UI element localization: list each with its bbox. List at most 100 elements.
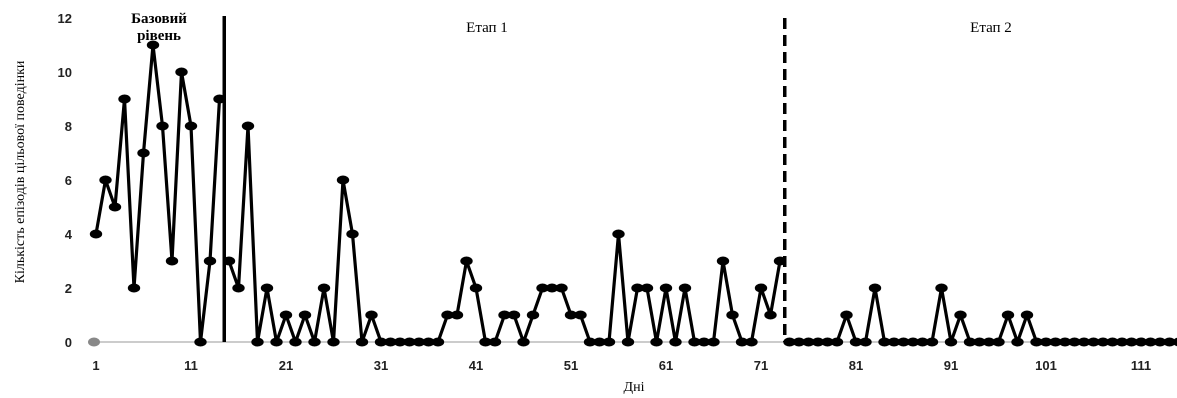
phase-label-baseline-line2: рівень (137, 28, 181, 44)
data-point (165, 256, 179, 266)
x-tick-label: 11 (184, 358, 198, 373)
data-point (374, 337, 388, 347)
data-point (403, 337, 416, 347)
data-point (1068, 337, 1081, 347)
y-tick-label: 6 (65, 173, 72, 188)
data-point (954, 310, 967, 320)
phase-label-stage-2: Етап 2 (970, 20, 1012, 36)
data-point (108, 202, 122, 212)
data-point (963, 337, 977, 347)
data-point (716, 256, 730, 266)
x-tick-label: 41 (469, 358, 483, 373)
data-point (384, 337, 397, 347)
data-point (659, 283, 673, 293)
data-point (574, 310, 587, 320)
data-point (849, 337, 863, 347)
data-point (146, 40, 160, 50)
data-point (1077, 337, 1091, 347)
data-point (317, 283, 331, 293)
x-tick-label: 51 (564, 358, 578, 373)
y-tick-label: 4 (65, 227, 73, 242)
data-point (127, 283, 141, 293)
data-point (507, 310, 521, 320)
x-tick-label: 101 (1035, 358, 1057, 373)
data-point (688, 337, 701, 347)
x-tick-label: 111 (1131, 358, 1151, 373)
data-point (602, 337, 616, 347)
x-tick-label: 91 (944, 358, 958, 373)
data-point (526, 310, 540, 320)
y-tick-label: 8 (65, 119, 72, 134)
data-point (431, 337, 445, 347)
data-point (251, 337, 264, 347)
data-point (811, 337, 825, 347)
data-point (830, 337, 844, 347)
data-point (308, 337, 321, 347)
data-point (365, 310, 378, 320)
data-point (887, 337, 901, 347)
data-point (1039, 337, 1053, 347)
y-tick-label: 12 (58, 11, 72, 26)
data-point (1001, 310, 1015, 320)
data-point (1134, 337, 1148, 347)
data-point (1125, 337, 1138, 347)
data-point (1020, 310, 1034, 320)
series-1-line (94, 43, 222, 344)
data-point (241, 121, 255, 131)
data-point (156, 121, 169, 131)
data-point (564, 310, 578, 320)
data-point (194, 337, 207, 347)
data-point (536, 283, 549, 293)
data-point (498, 310, 511, 320)
data-point (593, 337, 606, 347)
data-point (203, 256, 217, 266)
y-tick-label: 2 (65, 281, 72, 296)
data-point (745, 337, 758, 347)
data-point (802, 337, 815, 347)
x-tick-label: 61 (659, 358, 673, 373)
data-point (298, 310, 312, 320)
data-point (1172, 337, 1177, 347)
series-2-line (227, 124, 782, 344)
data-point (355, 337, 369, 347)
data-point (213, 94, 226, 104)
data-point (99, 175, 112, 185)
data-point (1153, 337, 1167, 347)
data-point (1106, 337, 1119, 347)
data-point (925, 337, 939, 347)
data-point (982, 337, 996, 347)
data-point (697, 337, 711, 347)
data-point (232, 283, 245, 293)
x-tick-label: 1 (92, 358, 99, 373)
data-point (289, 337, 302, 347)
x-tick-labels: 1 11 21 31 41 51 61 71 81 91 101 111 (92, 358, 1151, 373)
data-point (650, 337, 663, 347)
data-point (346, 229, 359, 239)
chart-labels: Дні Кількість епізодів цільової поведінк… (13, 11, 1012, 395)
data-point (640, 283, 654, 293)
data-point (935, 283, 948, 293)
data-point (175, 67, 188, 77)
data-point (859, 337, 872, 347)
x-tick-label: 31 (374, 358, 388, 373)
y-tick-label: 0 (65, 335, 72, 350)
data-point (906, 337, 920, 347)
data-point (450, 310, 464, 320)
data-point (1049, 337, 1062, 347)
data-point (1096, 337, 1110, 347)
phase-label-stage-1: Етап 1 (466, 20, 508, 36)
data-point (973, 337, 986, 347)
data-point (669, 337, 682, 347)
data-point (792, 337, 806, 347)
data-point (279, 310, 293, 320)
data-point (1115, 337, 1129, 347)
data-series (88, 40, 1177, 347)
data-point (393, 337, 407, 347)
data-point (1144, 337, 1157, 347)
data-point (944, 337, 958, 347)
data-point (555, 283, 568, 293)
data-point (460, 256, 473, 266)
data-point (1087, 337, 1100, 347)
data-point (184, 121, 198, 131)
